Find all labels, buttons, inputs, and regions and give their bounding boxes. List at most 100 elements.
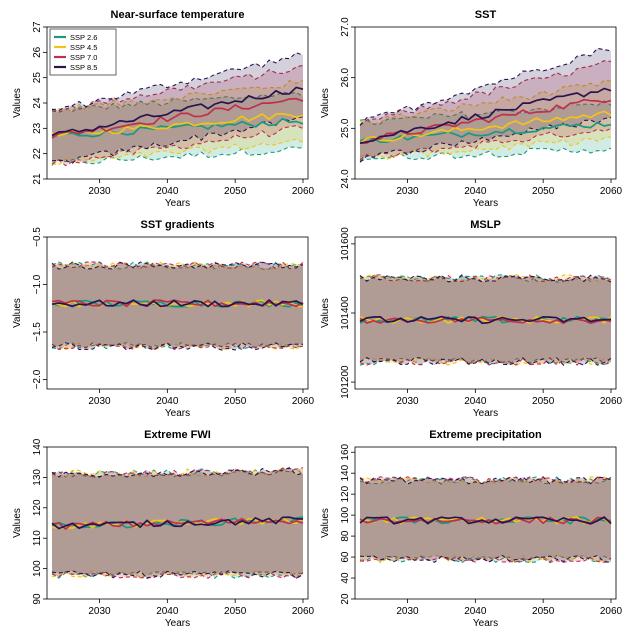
panel-title: Extreme precipitation (429, 429, 542, 441)
upper-bound-line (359, 274, 612, 283)
y-axis-label: Values (12, 88, 23, 118)
x-tick-label: 2040 (464, 396, 487, 407)
y-axis-label: Values (320, 298, 331, 328)
mean-line-ssp85 (359, 87, 612, 145)
band-ssp26 (52, 92, 303, 166)
y-tick-label: 20 (340, 593, 351, 605)
x-tick-label: 2060 (292, 606, 315, 617)
y-tick-label: 26.0 (340, 67, 351, 87)
upper-bound-line (51, 261, 304, 270)
x-tick-label: 2030 (396, 186, 419, 197)
y-tick-label: −2.0 (32, 369, 43, 389)
mean-line-ssp45 (51, 112, 304, 137)
mean-line-ssp85 (359, 315, 612, 325)
lower-bound-line (51, 341, 304, 351)
upper-bound-line (359, 100, 612, 125)
y-tick-label: 80 (340, 530, 351, 542)
band-ssp85 (52, 52, 303, 164)
x-tick-label: 2060 (600, 186, 623, 197)
panel-title: SST gradients (141, 219, 215, 231)
x-tick-label: 2050 (532, 606, 555, 617)
mean-line-ssp85 (51, 86, 304, 137)
upper-bound-line (51, 467, 304, 479)
plot-frame (354, 26, 617, 180)
legend-label: SSP 2.6 (70, 33, 97, 42)
y-tick-label: 25.0 (340, 118, 351, 138)
x-axis-label: Years (165, 618, 190, 629)
x-tick-label: 2050 (224, 606, 247, 617)
lower-bound-line (359, 357, 612, 366)
x-tick-label: 2030 (88, 606, 111, 617)
lower-bound-line (51, 341, 304, 351)
y-tick-label: 100 (32, 560, 43, 577)
plot-frame (46, 236, 309, 390)
band-ssp45 (360, 274, 611, 366)
y-tick-label: 90 (32, 593, 43, 605)
y-tick-label: −0.5 (32, 227, 43, 247)
band-ssp85 (360, 274, 611, 366)
x-tick-label: 2040 (156, 186, 179, 197)
lower-bound-line (359, 357, 612, 366)
plot-frame (354, 446, 617, 600)
x-tick-label: 2040 (156, 606, 179, 617)
y-tick-label: 130 (32, 469, 43, 486)
x-axis-label: Years (473, 618, 498, 629)
mean-line-ssp85 (359, 516, 612, 525)
lower-bound-line (51, 342, 304, 351)
y-tick-label: 101600 (340, 227, 351, 261)
y-tick-label: 24.0 (340, 169, 351, 189)
x-tick-label: 2060 (600, 606, 623, 617)
upper-bound-line (359, 476, 612, 485)
x-tick-label: 2060 (292, 396, 315, 407)
panel-title: Extreme FWI (144, 429, 211, 441)
upper-bound-line (359, 274, 612, 283)
lower-bound-line (51, 138, 304, 166)
lower-bound-line (51, 571, 304, 580)
y-tick-label: 40 (340, 572, 351, 584)
y-tick-label: −1.5 (32, 322, 43, 342)
x-tick-label: 2050 (224, 396, 247, 407)
y-tick-label: 25 (32, 72, 43, 84)
x-tick-label: 2030 (396, 606, 419, 617)
lower-bound-line (51, 146, 304, 166)
upper-bound-line (359, 60, 612, 126)
lower-bound-line (359, 356, 612, 366)
y-tick-label: 110 (32, 530, 43, 546)
y-tick-label: 22 (32, 148, 43, 160)
y-tick-label: 27 (32, 21, 43, 33)
x-tick-label: 2040 (464, 606, 487, 617)
x-tick-label: 2040 (156, 396, 179, 407)
y-tick-label: 101400 (340, 296, 351, 330)
y-tick-label: 26 (32, 46, 43, 58)
lower-bound-line (51, 570, 304, 580)
y-axis-label: Values (320, 88, 331, 118)
y-tick-label: 120 (340, 485, 351, 502)
upper-bound-line (359, 274, 612, 283)
band-ssp70 (360, 274, 611, 366)
x-tick-label: 2030 (88, 186, 111, 197)
x-tick-label: 2050 (532, 396, 555, 407)
y-tick-label: 120 (32, 499, 43, 516)
panel-title: SST (475, 9, 497, 21)
mean-line-ssp45 (359, 110, 612, 145)
lower-bound-line (51, 116, 304, 164)
y-axis-label: Values (12, 508, 23, 538)
x-tick-label: 2040 (464, 186, 487, 197)
upper-bound-line (359, 47, 612, 126)
chart-panel: 2030 2040 2050 2060 −2.0 −1.5 −1.0 −0.5 SST grad… (12, 219, 315, 419)
panel-title: Near-surface temperature (111, 9, 245, 21)
x-axis-label: Years (473, 408, 498, 419)
y-tick-label: 101200 (340, 365, 351, 399)
y-axis-label: Values (320, 508, 331, 538)
chart-panel: 2030 2040 2050 2060 101200 101400 101600 MSLP Ye… (320, 219, 623, 419)
chart-panel: 2030 2040 2050 2060 90 100 110 120 130 140 Extreme… (12, 429, 315, 629)
upper-bound-line (51, 467, 304, 478)
y-tick-label: 23 (32, 122, 43, 134)
band-ssp26 (360, 100, 611, 161)
y-tick-label: 60 (340, 551, 351, 563)
panel-title: MSLP (470, 219, 501, 231)
band-ssp26 (360, 274, 611, 366)
